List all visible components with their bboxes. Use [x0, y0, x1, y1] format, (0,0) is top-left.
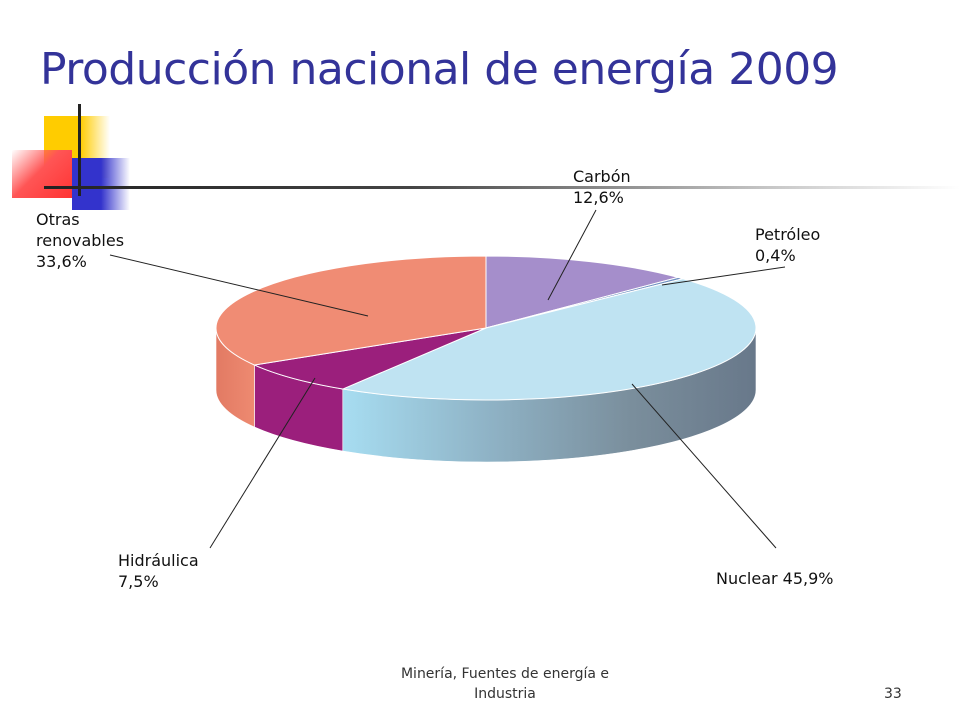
decorative-red-square	[12, 150, 72, 198]
footer-line-1: Minería, Fuentes de energía e	[400, 666, 610, 682]
slide-title: Producción nacional de energía 2009	[40, 44, 839, 95]
pie-slice-hidraulica	[252, 327, 487, 390]
data-label-petroleo: Petróleo 0,4%	[755, 225, 820, 265]
footer-line-2: Industria	[474, 686, 536, 702]
leader-line-nuclear	[631, 383, 777, 549]
leader-lines	[109, 209, 786, 549]
page-number: 33	[884, 686, 902, 702]
decorative-blue-square	[72, 158, 130, 210]
leader-line-petroleo	[661, 266, 786, 286]
leader-line-hidraulica	[209, 377, 316, 549]
data-label-otras-renovables: Otras renovables 33,6%	[36, 210, 124, 271]
pie-slice-nuclear	[340, 278, 757, 401]
pie-slice-otras-renovables	[215, 255, 487, 366]
data-label-nuclear: Nuclear 45,9%	[716, 569, 834, 588]
leader-line-otras-renovables	[109, 254, 369, 317]
data-label-carbon: Carbón 12,6%	[573, 167, 631, 207]
pie-tops	[215, 255, 757, 401]
decorative-vertical-line	[78, 104, 81, 196]
data-labels: Carbón 12,6% Petróleo 0,4% Nuclear 45,9% Hidr…	[36, 167, 834, 591]
decorative-horizontal-line	[44, 186, 960, 189]
pie-slice-carbon	[485, 255, 681, 329]
data-label-hidraulica: Hidráulica 7,5%	[118, 551, 199, 591]
leader-line-carbon	[547, 209, 597, 301]
footer-text: Minería, Fuentes de energía e Industria	[340, 664, 670, 704]
